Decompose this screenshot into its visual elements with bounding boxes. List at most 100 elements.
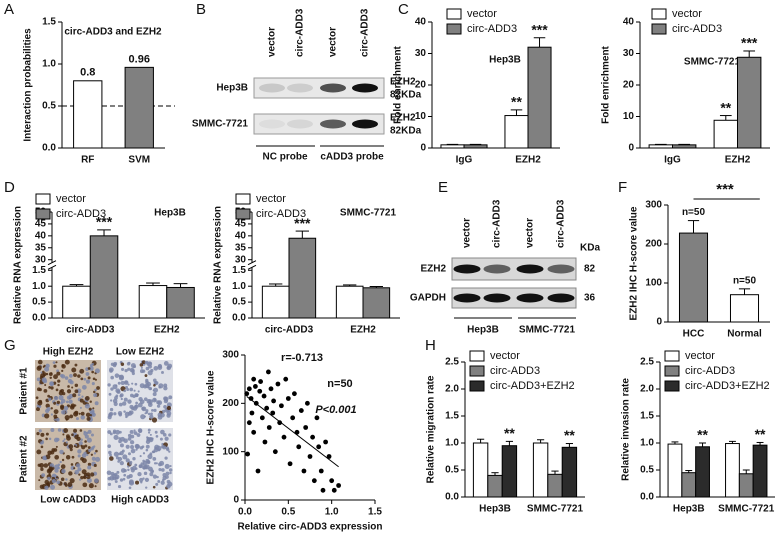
ihc-cell [153,383,156,387]
ihc-cell [80,456,84,461]
ihc-cell [163,396,169,402]
ihc-cell [89,400,92,403]
y-tick-label: 40 [35,230,47,241]
legend-label: circ-ADD3 [256,208,306,220]
point [287,461,293,467]
ihc-cell [127,399,132,404]
ihc-cell [88,448,92,453]
blot-strip [253,77,385,99]
x-tick-label: circ-ADD3 [66,325,115,336]
ihc-cell [86,431,89,435]
ihc-cell [168,450,171,453]
ihc-cell [145,486,148,489]
ihc-cell [164,456,168,460]
ihc-cell [73,467,76,470]
ihc-cell [149,437,153,441]
ihc-cell [161,442,164,446]
ihc-cell [61,468,66,474]
point [272,449,278,455]
ihc-cell [85,412,91,418]
blot-band [516,264,544,274]
probe-label: NC probe [263,152,308,163]
bar [752,444,768,498]
point [275,381,281,387]
ihc-cell [108,392,112,396]
y-tick-label: 30 [415,48,427,59]
chart-title: circ-ADD3 and EZH2 [64,27,162,38]
ihc-cell [65,400,69,404]
ihc-cell [130,445,135,449]
lane-label: vector [525,218,536,248]
point [259,415,265,421]
bar [487,474,503,498]
ihc-cell [158,468,162,472]
ihc-cell [84,434,89,439]
ihc-cell [116,470,120,474]
ihc-cell [91,362,94,366]
ihc-cell [42,455,47,461]
ihc-cell [117,484,122,489]
ihc-cell [127,465,130,468]
lane-label: circ-ADD3 [492,199,503,248]
ihc-cell [63,405,69,411]
panel-letter: C [398,1,409,18]
ihc-cell [113,451,119,457]
ihc-cell [118,452,122,456]
ihc-cell [40,467,44,472]
ihc-cell [129,463,132,466]
ihc-cell [71,367,77,373]
ihc-cell [139,363,144,367]
ihc-cell [114,373,120,378]
point [251,376,257,382]
y-tick-label: 45 [35,219,47,230]
ihc-cell [45,454,51,460]
blot-band [320,119,346,129]
ihc-cell [87,446,91,449]
ihc-cell [137,390,140,393]
ihc-cell [37,359,43,365]
ihc-cell [127,452,131,456]
ihc-cell [56,371,61,376]
ihc-cell [48,437,52,441]
ihc-cell [162,473,167,477]
ihc-cell [52,361,56,365]
ihc-cell [112,384,118,390]
blot-band [287,83,313,93]
y-tick-label: 1.5 [42,17,56,28]
y-tick-label: 0.0 [32,313,46,324]
ihc-cell [152,378,157,383]
ihc-cell [94,478,99,484]
ihc-cell [96,386,100,390]
ihc-cell [135,448,138,451]
ihc-cell [69,448,73,452]
ihc-cell [40,373,46,379]
bar [678,232,709,323]
ihc-cell [55,445,58,448]
ihc-cell [122,477,126,481]
ihc-cell [39,484,44,489]
y-tick-label: 0.0 [445,492,459,503]
ihc-cell [79,429,83,432]
x-tick-label: IgG [664,155,681,166]
point [258,379,263,384]
ihc-cell [89,366,94,371]
ihc-cell [36,449,42,455]
ihc-cell [139,446,144,450]
point [307,454,313,459]
point [320,487,326,493]
ihc-cell [48,466,54,472]
ihc-cell [91,370,95,374]
blot-strip [451,287,577,309]
ihc-cell [144,361,148,364]
point [266,425,272,430]
ihc-cell [40,432,45,437]
point [283,376,289,382]
ihc-cell [55,388,59,392]
point [264,405,270,411]
ihc-cell [161,371,164,374]
ihc-cell [79,368,85,374]
image-footer-label: Low cADD3 [40,495,96,506]
ihc-cell [110,387,114,391]
ihc-cell [131,371,135,376]
